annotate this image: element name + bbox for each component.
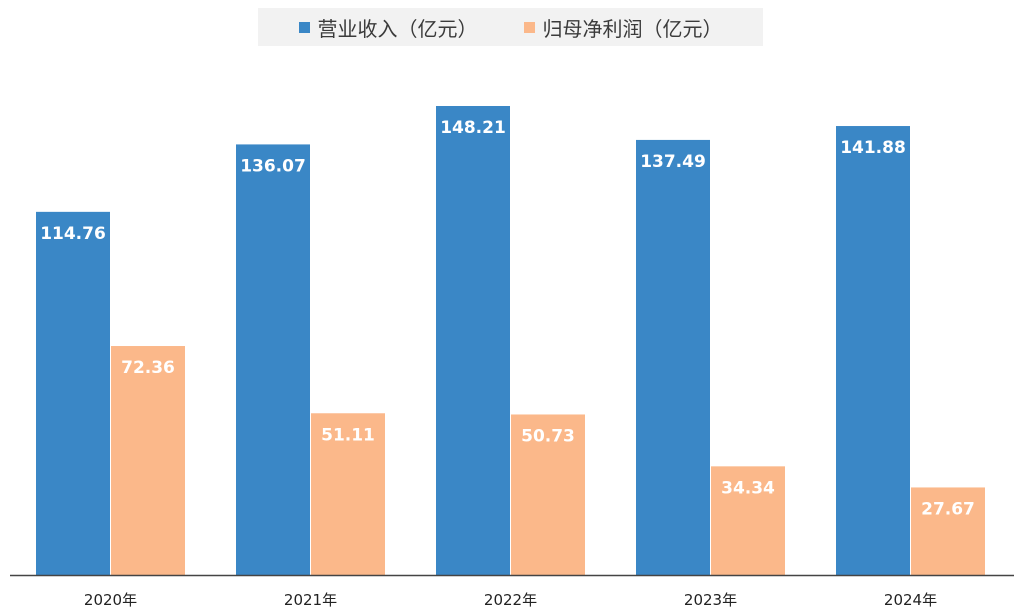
legend-item-net-profit: 归母净利润（亿元） [523, 13, 723, 42]
data-label-net-profit-1: 51.11 [321, 425, 375, 445]
bar-net-profit-4 [911, 487, 985, 575]
data-label-revenue-1: 136.07 [240, 156, 306, 176]
bar-net-profit-1 [311, 413, 385, 575]
bar-revenue-1 [236, 144, 310, 575]
x-tick-label-2: 2022年 [484, 591, 537, 609]
bar-revenue-4 [836, 126, 910, 576]
legend-swatch-net-profit [523, 21, 535, 33]
x-tick-label-4: 2024年 [884, 591, 937, 609]
data-label-net-profit-4: 27.67 [921, 499, 975, 519]
legend-swatch-revenue [298, 21, 310, 33]
bar-net-profit-0 [111, 346, 185, 575]
bar-revenue-3 [636, 139, 710, 576]
legend-item-revenue: 营业收入（亿元） [298, 13, 478, 42]
legend-label-net-profit: 归母净利润（亿元） [542, 16, 723, 41]
data-label-revenue-0: 114.76 [40, 224, 106, 244]
x-tick-label-3: 2023年 [684, 591, 737, 609]
data-label-net-profit-2: 50.73 [521, 426, 575, 446]
data-label-revenue-3: 137.49 [640, 152, 706, 172]
data-label-net-profit-0: 72.36 [121, 358, 175, 378]
data-label-revenue-4: 141.88 [840, 138, 906, 158]
x-tick-label-0: 2020年 [84, 591, 137, 609]
bar-net-profit-2 [511, 414, 585, 575]
data-label-net-profit-3: 34.34 [721, 478, 775, 498]
data-label-revenue-2: 148.21 [440, 118, 506, 138]
bar-revenue-2 [436, 106, 510, 575]
legend-label-revenue: 营业收入（亿元） [317, 16, 478, 41]
x-tick-label-1: 2021年 [284, 591, 337, 609]
bar-net-profit-3 [711, 466, 785, 575]
bar-revenue-0 [36, 211, 110, 575]
chart-legend: 营业收入（亿元） 归母净利润（亿元） [258, 8, 763, 46]
